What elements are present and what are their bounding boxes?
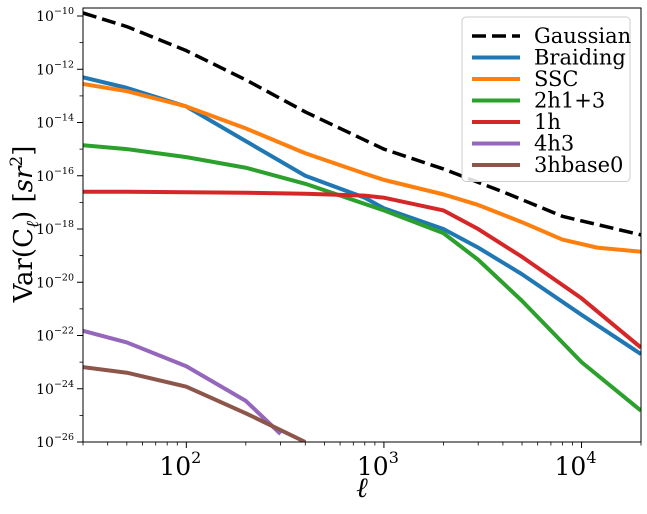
y-tick-label: 10−12 [36, 59, 74, 78]
legend-label: 4h3 [534, 132, 574, 156]
y-axis-label-close: ] [9, 146, 39, 156]
y-tick-label: 10−26 [36, 432, 74, 451]
plot-layer [83, 11, 641, 442]
x-tick-label: 103 [357, 448, 399, 481]
axis-layer: 102 103 104 10−10 10−12 10−14 10−16 10−18 10−20 1… [36, 6, 642, 481]
y-axis-label-main: Var(C [9, 228, 39, 303]
legend-label: Braiding [534, 46, 626, 70]
legend-label: Gaussian [534, 24, 631, 48]
y-axis-label: Var(Cℓ) [sr2] [7, 146, 43, 304]
series-line-2h1-3 [83, 143, 641, 413]
y-axis-label-unit-exp: 2 [7, 156, 27, 167]
legend-label: SSC [534, 67, 578, 91]
series-lines [83, 11, 641, 442]
legend-label: 1h [534, 110, 561, 134]
y-tick-label: 10−10 [36, 6, 74, 25]
series-line-gaussian [83, 11, 641, 237]
y-tick-label: 10−14 [36, 113, 74, 132]
series-line-3hbase0 [83, 365, 307, 442]
y-tick-label: 10−16 [36, 166, 74, 185]
x-tick-label: 104 [555, 448, 597, 481]
y-axis-label-unit: sr [9, 165, 39, 192]
y-tick-label: 10−20 [36, 272, 74, 291]
series-line-ssc [83, 82, 641, 254]
x-axis-label: ℓ [356, 471, 368, 504]
x-tick-label: 102 [159, 448, 201, 481]
y-axis-label-sub: ℓ [23, 221, 43, 228]
series-line-4h3 [83, 328, 282, 436]
series-line-1h [83, 189, 641, 350]
y-tick-label: 10−22 [36, 326, 74, 345]
y-tick-label: 10−24 [36, 379, 74, 398]
y-tick-label: 10−18 [36, 219, 74, 238]
legend-label: 3hbase0 [534, 153, 623, 177]
y-axis-label-unit-open: ) [ [9, 192, 39, 221]
plot-frame [82, 7, 642, 443]
legend-label: 2h1+3 [534, 89, 605, 113]
